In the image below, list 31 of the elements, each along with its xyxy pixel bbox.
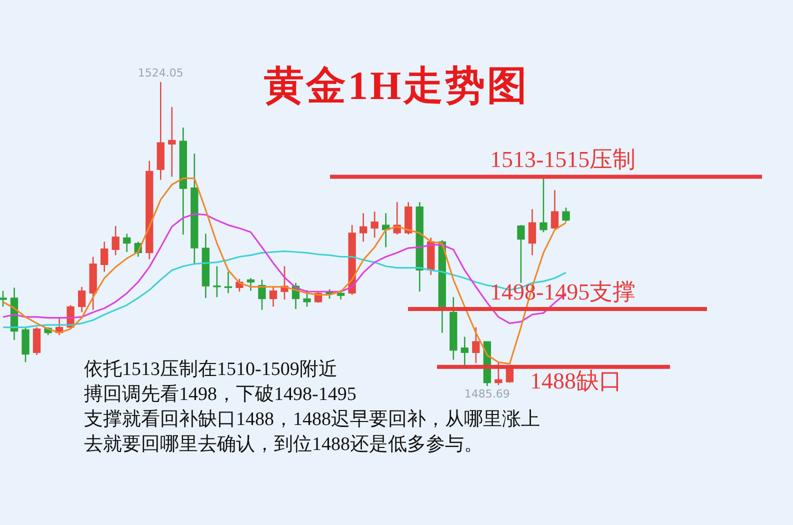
ref-line-label: 1488缺口 xyxy=(530,368,622,394)
candlestick xyxy=(370,210,378,238)
annotation: 1485.69 xyxy=(464,387,510,400)
candlestick xyxy=(269,286,278,308)
candlestick xyxy=(528,208,536,256)
annotation: 依托1513压制在1510-1509附近 xyxy=(84,358,338,382)
candlestick xyxy=(460,336,468,366)
candlestick xyxy=(562,206,570,223)
candlestick xyxy=(494,362,502,386)
candlestick xyxy=(517,224,525,284)
candlestick xyxy=(100,241,108,272)
candlestick xyxy=(540,178,548,233)
ref-line-label: 1513-1515压制 xyxy=(490,147,636,172)
candlestick xyxy=(0,290,7,308)
candlestick xyxy=(123,233,131,253)
candlestick xyxy=(359,212,368,242)
candlestick xyxy=(213,266,221,298)
annotation: 1524.05 xyxy=(138,66,184,80)
candlestick xyxy=(303,289,311,308)
candlestick xyxy=(78,286,86,313)
text: 去就要回哪里去确认，到位1488还是低多参与。 xyxy=(84,433,483,457)
candlestick xyxy=(112,225,120,256)
candlestick xyxy=(336,289,345,300)
chart-title: 黄金1H走势图 xyxy=(264,63,530,108)
candlestick xyxy=(168,106,176,178)
candlestick xyxy=(246,277,255,292)
candlestick xyxy=(550,190,559,229)
candlestick xyxy=(472,326,480,364)
text: 支撑就看回补缺口1488，1488迟早要回补，从哪里涨上 xyxy=(84,408,540,432)
annotation: 搏回调先看1498，下破1498-1495 xyxy=(84,383,356,407)
candlestick xyxy=(258,279,266,310)
